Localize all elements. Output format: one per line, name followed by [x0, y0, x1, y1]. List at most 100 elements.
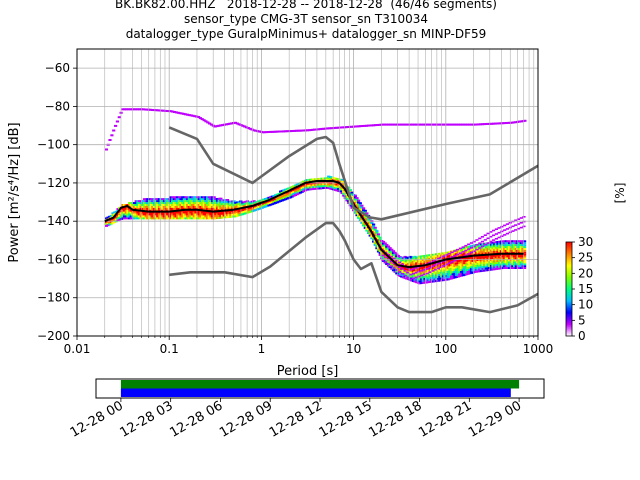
density-cell [476, 266, 480, 269]
density-cell [406, 259, 410, 261]
outlier-cell [254, 129, 258, 132]
outlier-cell [433, 123, 437, 126]
density-cell [509, 244, 513, 247]
density-cell [179, 211, 183, 214]
density-cell [142, 217, 147, 220]
outlier-cell [450, 261, 454, 263]
density-cell [451, 273, 455, 276]
density-cell [474, 249, 478, 252]
density-cell [353, 209, 357, 212]
outlier-cell [383, 123, 387, 126]
density-cell [244, 200, 248, 203]
density-cell [196, 207, 200, 210]
outlier-cell [492, 229, 496, 232]
timeline-tick-label: 12-28 21 [416, 398, 474, 440]
outlier-cell [267, 131, 271, 133]
outlier-cell [472, 250, 476, 252]
density-cell [232, 209, 236, 212]
density-cell [421, 280, 425, 282]
outlier-cell [492, 234, 496, 237]
density-cell [483, 267, 487, 270]
density-cell [327, 177, 331, 180]
density-cell [197, 211, 201, 214]
density-cell [119, 208, 123, 211]
density-cell [501, 255, 505, 258]
density-cell [172, 196, 176, 199]
density-cell [172, 215, 176, 218]
density-cell [204, 207, 208, 210]
density-cell [459, 272, 464, 275]
density-cell [345, 197, 349, 200]
density-cell [466, 267, 470, 269]
outlier-cell [504, 122, 509, 124]
density-cell [396, 272, 400, 275]
density-cell [270, 199, 274, 202]
outlier-cell [479, 123, 483, 126]
density-cell [159, 202, 163, 204]
density-cell [192, 198, 196, 201]
density-cell [234, 205, 238, 208]
density-cell [162, 213, 166, 216]
density-cell [234, 213, 238, 216]
density-cell [415, 269, 419, 272]
density-cell [172, 217, 176, 220]
density-cell [126, 209, 130, 212]
density-cell [451, 263, 455, 266]
outlier-cell [445, 123, 450, 126]
density-cell [396, 274, 400, 276]
density-cell [504, 246, 508, 248]
density-cell [521, 257, 525, 260]
density-cell [426, 256, 430, 259]
density-cell [123, 211, 127, 214]
density-cell [413, 255, 417, 258]
density-cell [458, 263, 462, 266]
outlier-cell [436, 258, 440, 260]
colorbar-tick-label: 0 [578, 329, 586, 343]
density-cell [479, 243, 483, 246]
outlier-cell [425, 272, 429, 275]
density-cell [363, 209, 367, 212]
density-cell [242, 203, 246, 206]
outlier-cell [407, 123, 411, 126]
outlier-cell [486, 237, 490, 240]
density-cell [415, 264, 419, 266]
density-cell [496, 254, 500, 257]
density-cell [298, 189, 303, 192]
density-cell [446, 276, 450, 279]
outlier-cell [130, 108, 134, 111]
density-cell [187, 198, 191, 201]
density-cell [106, 222, 110, 225]
density-cell [159, 205, 163, 208]
density-cell [451, 277, 455, 279]
outlier-cell [327, 127, 332, 130]
density-cell [282, 195, 286, 197]
density-cell [225, 200, 230, 203]
outlier-cell [500, 225, 504, 228]
density-cell [380, 257, 384, 260]
density-cell [302, 184, 306, 187]
outlier-cell [438, 123, 442, 126]
density-cell [398, 269, 402, 272]
density-cell [516, 244, 520, 247]
density-cell [523, 267, 527, 269]
density-cell [166, 213, 170, 216]
density-cell [114, 216, 118, 219]
density-cell [443, 277, 447, 279]
density-cell [254, 207, 258, 210]
density-cell [196, 217, 200, 220]
density-cell [123, 207, 127, 210]
density-cell [249, 206, 253, 209]
density-cell [474, 270, 478, 273]
density-cell [348, 191, 352, 193]
density-cell [521, 242, 525, 245]
outlier-cell [204, 120, 208, 123]
density-cell [176, 196, 180, 199]
outlier-cell [464, 244, 468, 247]
density-cell [393, 265, 397, 268]
density-cell [215, 213, 220, 216]
density-cell [523, 246, 527, 248]
density-cell [267, 196, 271, 199]
density-cell [431, 263, 435, 266]
density-cell [179, 217, 183, 220]
outlier-cell [453, 250, 457, 252]
